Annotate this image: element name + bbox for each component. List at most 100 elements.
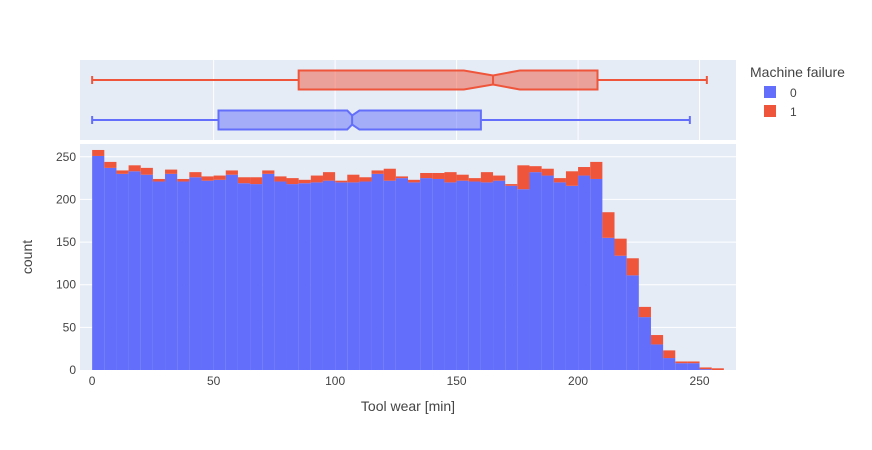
histogram-bar-1[interactable] <box>614 238 627 256</box>
histogram-bar-1[interactable] <box>493 175 506 181</box>
histogram-bar-0[interactable] <box>298 183 311 370</box>
histogram-bar-1[interactable] <box>517 165 530 190</box>
histogram-bar-1[interactable] <box>529 166 542 173</box>
histogram-bar-1[interactable] <box>177 178 190 182</box>
histogram-bar-1[interactable] <box>225 170 238 175</box>
legend-item-0[interactable]: 0 <box>764 86 797 100</box>
histogram-bar-0[interactable] <box>638 317 651 370</box>
histogram-bar-0[interactable] <box>480 182 494 370</box>
histogram-bar-1[interactable] <box>505 184 518 186</box>
histogram-bar-1[interactable] <box>310 175 323 183</box>
histogram-bar-0[interactable] <box>152 181 166 370</box>
histogram-bar-1[interactable] <box>602 212 615 238</box>
histogram-bar-0[interactable] <box>614 255 627 370</box>
histogram-bar-0[interactable] <box>505 185 518 370</box>
histogram-bar-0[interactable] <box>310 182 323 370</box>
histogram-bar-1[interactable] <box>650 335 664 345</box>
histogram-bar-0[interactable] <box>274 181 287 370</box>
histogram-bar-0[interactable] <box>383 180 396 370</box>
histogram-bar-0[interactable] <box>177 181 190 370</box>
histogram-bar-1[interactable] <box>626 258 639 276</box>
histogram-bar-0[interactable] <box>626 275 639 370</box>
histogram-bar-0[interactable] <box>675 363 688 370</box>
histogram-bar-0[interactable] <box>432 178 445 370</box>
histogram-bar-0[interactable] <box>347 182 360 370</box>
histogram-bar-0[interactable] <box>92 155 105 370</box>
histogram-bar-1[interactable] <box>408 179 421 183</box>
histogram-bar-0[interactable] <box>250 184 263 370</box>
histogram-bar-1[interactable] <box>480 172 494 183</box>
histogram-bar-1[interactable] <box>250 177 263 185</box>
histogram-bar-0[interactable] <box>165 173 178 370</box>
histogram-bar-0[interactable] <box>225 174 238 370</box>
histogram-bar-1[interactable] <box>165 169 178 174</box>
histogram-bar-1[interactable] <box>116 170 129 174</box>
histogram-bar-0[interactable] <box>322 180 336 370</box>
histogram-bar-1[interactable] <box>213 175 226 180</box>
histogram-bar-1[interactable] <box>322 172 336 181</box>
histogram-bar-1[interactable] <box>359 177 372 182</box>
histogram-bar-1[interactable] <box>456 174 469 181</box>
histogram-bar-1[interactable] <box>347 174 360 183</box>
histogram-bar-0[interactable] <box>262 173 275 370</box>
histogram-bar-1[interactable] <box>274 176 287 182</box>
histogram-bar-0[interactable] <box>468 181 481 370</box>
box-plot-0[interactable] <box>91 109 691 131</box>
histogram-bar-1[interactable] <box>420 172 433 179</box>
histogram-bar-0[interactable] <box>687 363 700 370</box>
histogram-bar-1[interactable] <box>395 176 408 179</box>
histogram-bar-1[interactable] <box>663 350 676 359</box>
histogram-bar-0[interactable] <box>371 173 384 370</box>
histogram-bar-1[interactable] <box>638 306 651 318</box>
histogram-bar-1[interactable] <box>553 178 566 183</box>
histogram-bar-0[interactable] <box>553 182 566 370</box>
histogram-bar-0[interactable] <box>395 178 408 370</box>
histogram-bar-0[interactable] <box>578 175 591 370</box>
histogram-bar-0[interactable] <box>663 358 676 370</box>
histogram-bar-0[interactable] <box>541 175 554 370</box>
histogram-bar-0[interactable] <box>116 173 129 370</box>
histogram-bar-0[interactable] <box>456 180 469 370</box>
histogram-bar-1[interactable] <box>189 172 202 178</box>
histogram-bar-1[interactable] <box>578 167 591 176</box>
histogram-bar-0[interactable] <box>189 177 202 370</box>
histogram-bar-1[interactable] <box>237 177 251 184</box>
histogram-bar-1[interactable] <box>675 361 688 364</box>
histogram-bar-1[interactable] <box>541 168 554 176</box>
histogram-bar-1[interactable] <box>468 178 481 182</box>
histogram-bar-1[interactable] <box>140 167 153 175</box>
histogram-bar-1[interactable] <box>152 178 166 182</box>
histogram-bar-1[interactable] <box>201 176 214 181</box>
histogram-bar-1[interactable] <box>590 161 603 179</box>
histogram-bar-0[interactable] <box>408 182 421 370</box>
histogram-bar-1[interactable] <box>383 168 396 181</box>
histogram-bar-1[interactable] <box>699 367 712 370</box>
box-plot-1[interactable] <box>91 69 708 91</box>
histogram-bar-0[interactable] <box>699 369 712 370</box>
histogram-bar-0[interactable] <box>565 185 579 370</box>
histogram-bar-0[interactable] <box>529 172 542 370</box>
histogram-bar-1[interactable] <box>565 171 579 186</box>
histogram-bar-0[interactable] <box>493 180 506 370</box>
histogram-bar-1[interactable] <box>711 368 724 370</box>
histogram-bar-0[interactable] <box>590 178 603 370</box>
histogram-bar-1[interactable] <box>104 161 117 168</box>
histogram-bar-0[interactable] <box>359 181 372 370</box>
histogram-bar-1[interactable] <box>432 172 445 179</box>
histogram-bar-0[interactable] <box>420 178 433 370</box>
legend-item-1[interactable]: 1 <box>764 105 797 119</box>
histogram-bar-0[interactable] <box>602 237 615 370</box>
histogram-bar-0[interactable] <box>140 174 153 370</box>
legend[interactable]: Machine failure 0 1 <box>750 64 845 119</box>
histogram-bar-0[interactable] <box>444 182 457 370</box>
histogram-bar-1[interactable] <box>92 149 105 156</box>
histogram-bar-0[interactable] <box>213 179 226 370</box>
histogram-bar-0[interactable] <box>650 344 664 370</box>
histogram-bar-1[interactable] <box>335 180 348 183</box>
histogram-bar-1[interactable] <box>371 170 384 174</box>
histogram-bar-0[interactable] <box>335 182 348 370</box>
histogram-bar-1[interactable] <box>298 179 311 184</box>
histogram-bar-0[interactable] <box>104 167 117 370</box>
histogram-bar-1[interactable] <box>128 165 141 172</box>
histogram-bar-0[interactable] <box>286 184 299 370</box>
